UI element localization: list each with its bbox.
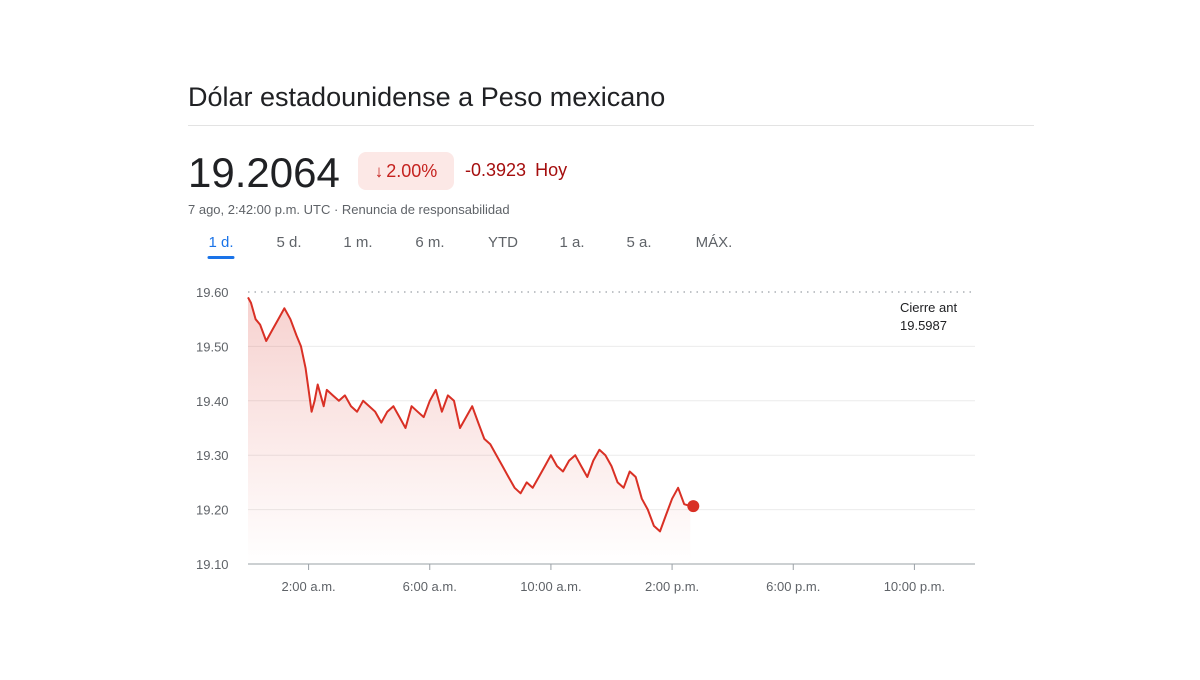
tab-ytd[interactable]: YTD [488,234,518,251]
x-axis: 2:00 a.m. 6:00 a.m. 10:00 a.m. 2:00 p.m. 6:0… [281,564,945,594]
separator: · [330,202,342,217]
y-tick-label: 19.40 [196,394,229,409]
y-tick-label: 19.20 [196,503,229,518]
current-price-marker [687,500,700,513]
area-series [248,297,691,564]
x-tick-label: 2:00 p.m. [645,579,699,594]
previous-close-value: 19.5987 [900,318,947,333]
title-divider [188,125,1034,126]
range-tabs: 1 d. 5 d. 1 m. 6 m. YTD 1 a. 5 a. MÁX. [188,234,788,260]
y-tick-label: 19.50 [196,339,229,354]
currency-card: Dólar estadounidense a Peso mexicano 19.… [188,78,1034,638]
tab-5d[interactable]: 5 d. [276,234,302,251]
x-tick-label: 2:00 a.m. [281,579,335,594]
y-tick-label: 19.10 [196,557,229,572]
y-tick-label: 19.60 [196,285,229,300]
disclaimer-link[interactable]: Renuncia de responsabilidad [341,202,510,217]
change-value-row: -0.3923 Hoy [465,160,567,181]
previous-close-label: Cierre ant [900,300,957,315]
tab-1a[interactable]: 1 a. [559,234,585,251]
timestamp: 7 ago, 2:42:00 p.m. UTC [188,202,331,217]
tab-1d[interactable]: 1 d. [207,234,235,259]
x-tick-label: 6:00 a.m. [403,579,457,594]
tab-max[interactable]: MÁX. [695,234,733,251]
tab-6m[interactable]: 6 m. [415,234,445,251]
price-area [248,297,691,564]
tab-1m[interactable]: 1 m. [343,234,373,251]
page-title: Dólar estadounidense a Peso mexicano [188,82,666,112]
x-tick-label: 10:00 p.m. [884,579,945,594]
current-price: 19.2064 [188,149,340,196]
change-percent-badge: ↓ 2.00% [358,152,454,190]
timestamp-row: 7 ago, 2:42:00 p.m. UTC · Renuncia de re… [188,202,510,217]
y-axis-labels: 19.60 19.50 19.40 19.30 19.20 19.10 [196,285,229,572]
arrow-down-icon: ↓ [374,161,384,181]
y-tick-label: 19.30 [196,448,229,463]
line-series [247,296,700,533]
price-line [247,296,691,533]
change-period: Hoy [535,160,568,180]
previous-close-note: Cierre ant 19.5987 [900,300,957,333]
tab-5a[interactable]: 5 a. [626,234,652,251]
change-percent: 2.00% [386,160,438,181]
change-value: -0.3923 [465,160,527,180]
x-tick-label: 6:00 p.m. [766,579,820,594]
x-tick-label: 10:00 a.m. [520,579,581,594]
